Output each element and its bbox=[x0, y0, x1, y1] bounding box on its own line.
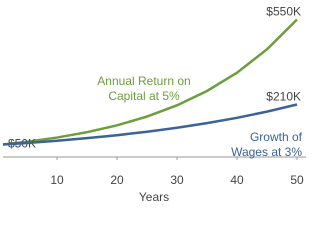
series-line bbox=[2, 18, 298, 146]
series-label: Growth of Wages at 3% bbox=[231, 130, 302, 159]
data-label: $210K bbox=[266, 90, 301, 104]
chart: Years 10 20 30 40 50 $50K $550K $210K Annual Re… bbox=[2, 5, 306, 204]
plot: Years 10 20 30 40 50$50K$550K$210K bbox=[2, 5, 306, 204]
series-line bbox=[2, 103, 298, 146]
series-label: Annual Return on Capital at 5% bbox=[97, 74, 191, 103]
x-axis-label: Years bbox=[139, 190, 169, 204]
x-tick-label: 10 bbox=[50, 173, 64, 187]
x-tick-label: 20 bbox=[110, 173, 124, 187]
data-label: $550K bbox=[266, 5, 301, 19]
x-tick-label: 50 bbox=[290, 173, 304, 187]
x-tick-label: 30 bbox=[170, 173, 184, 187]
x-tick-label: 40 bbox=[230, 173, 244, 187]
